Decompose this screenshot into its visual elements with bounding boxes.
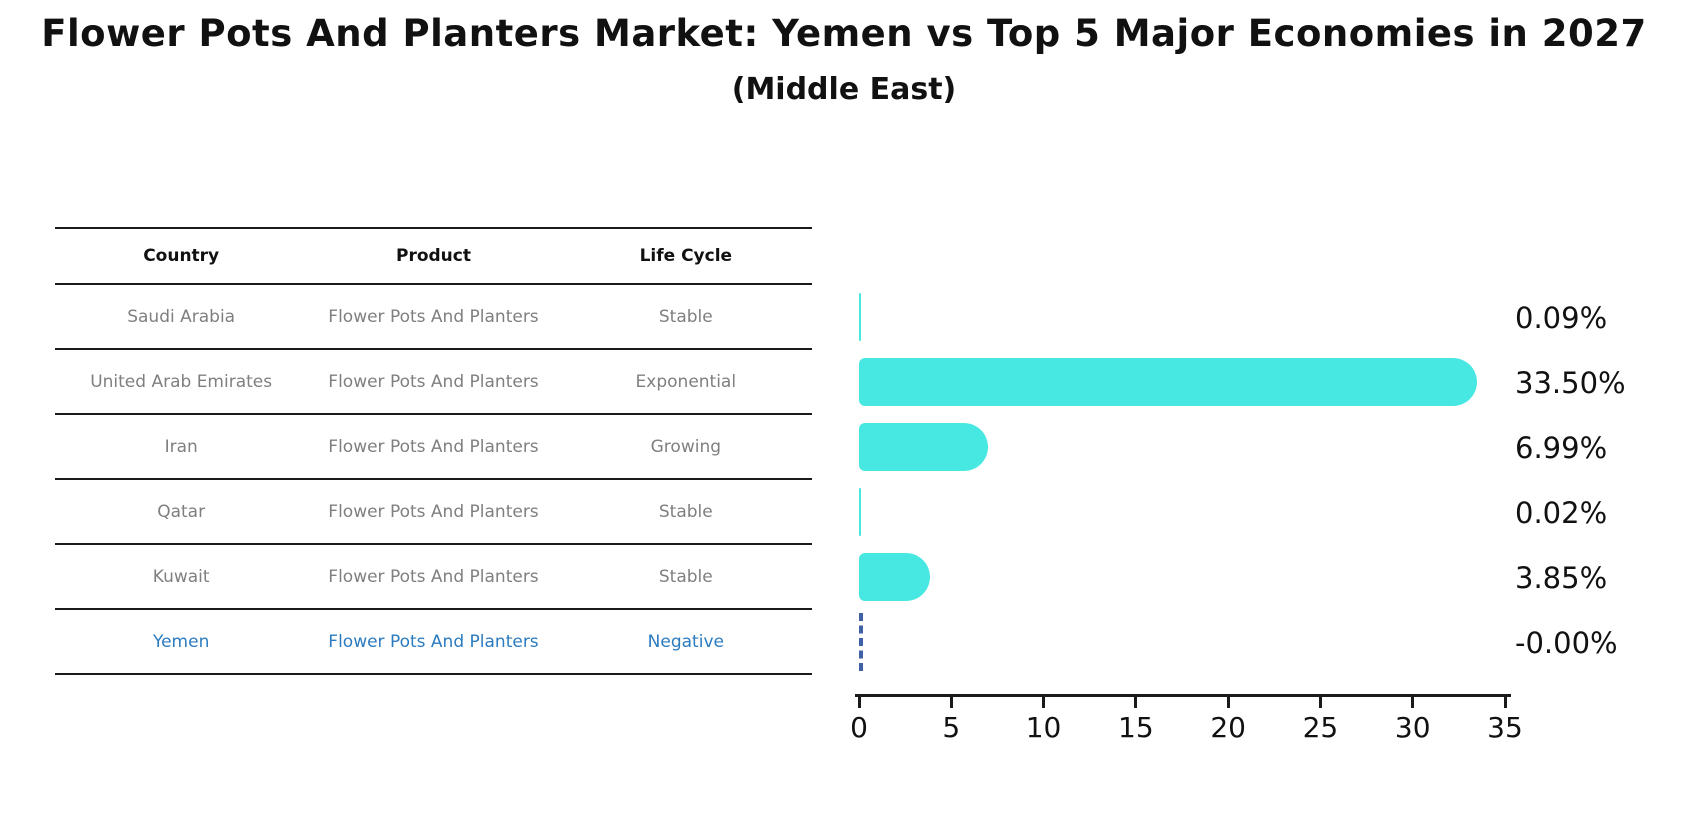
cell-product: Flower Pots And Planters [328, 566, 539, 587]
column-header-life-cycle: Life Cycle [639, 246, 733, 266]
tick-label: 15 [1118, 711, 1154, 744]
column-header-product: Product [395, 246, 471, 266]
value-label-united-arab-emirates: 33.50% [1515, 365, 1626, 400]
cell-product: Flower Pots And Planters [328, 631, 539, 652]
bar-chart: 0.09% 33.50% 6.99% 0.02% 3.85% -0.00% [859, 285, 1679, 675]
bar-row-united-arab-emirates: 33.50% [859, 350, 1679, 415]
tick-label: 5 [942, 711, 961, 744]
cell-product: Flower Pots And Planters [328, 371, 539, 392]
tick-label: 25 [1302, 711, 1339, 744]
cell-country: Yemen [152, 631, 210, 652]
tick-mark [949, 697, 953, 708]
bar-row-qatar: 0.02% [859, 480, 1679, 545]
page-subtitle: (Middle East) [731, 72, 957, 107]
table-row-united-arab-emirates: United Arab Emirates Flower Pots And Pla… [55, 350, 812, 415]
cell-life-cycle: Growing [650, 436, 722, 457]
x-axis-ticks: 0 5 10 15 20 25 30 35 [850, 697, 1523, 747]
cell-product: Flower Pots And Planters [328, 436, 539, 457]
country-table: Country Product Life Cycle Saudi Arabia … [55, 227, 812, 675]
tick-label: 20 [1210, 711, 1246, 744]
cell-life-cycle: Stable [658, 501, 713, 522]
cell-country: Kuwait [152, 566, 210, 587]
cell-country: Qatar [157, 501, 206, 522]
tick-label: 30 [1394, 711, 1431, 744]
table-row-kuwait: Kuwait Flower Pots And Planters Stable [55, 545, 812, 610]
tick-mark [1134, 697, 1138, 708]
bar-row-saudi-arabia: 0.09% [859, 285, 1679, 350]
tick-mark [1411, 697, 1415, 708]
value-label-saudi-arabia: 0.09% [1515, 300, 1608, 335]
tick-mark [1042, 697, 1046, 708]
column-header-country: Country [143, 246, 220, 266]
tick-mark [1503, 697, 1507, 708]
cell-country: Saudi Arabia [127, 306, 236, 327]
table-header-row: Country Product Life Cycle [55, 227, 812, 285]
cell-country: United Arab Emirates [90, 371, 273, 392]
tick-mark [1318, 697, 1322, 708]
cell-life-cycle: Negative [647, 631, 724, 652]
bar-row-yemen: -0.00% [859, 610, 1679, 675]
cell-life-cycle: Stable [658, 306, 713, 327]
yemen-dashed-marker [859, 613, 863, 671]
table-row-saudi-arabia: Saudi Arabia Flower Pots And Planters St… [55, 285, 812, 350]
x-axis-line [855, 694, 1511, 697]
bar-iran [859, 423, 988, 471]
tick-label: 35 [1487, 711, 1523, 744]
cell-life-cycle: Exponential [635, 371, 737, 392]
value-label-qatar: 0.02% [1515, 495, 1608, 530]
bar-kuwait [859, 553, 931, 601]
table-row-yemen: Yemen Flower Pots And Planters Negative [55, 610, 812, 675]
page-title: Flower Pots And Planters Market: Yemen v… [41, 12, 1647, 55]
cell-country: Iran [164, 436, 198, 457]
table-row-qatar: Qatar Flower Pots And Planters Stable [55, 480, 812, 545]
value-label-iran: 6.99% [1515, 430, 1608, 465]
tick-mark [1226, 697, 1230, 708]
tick-label: 10 [1025, 711, 1062, 744]
bar-row-kuwait: 3.85% [859, 545, 1679, 610]
value-label-yemen: -0.00% [1515, 625, 1618, 660]
bar-united-arab-emirates [859, 358, 1478, 406]
cell-product: Flower Pots And Planters [328, 501, 539, 522]
cell-product: Flower Pots And Planters [328, 306, 539, 327]
tick-mark [857, 697, 861, 708]
table-row-iran: Iran Flower Pots And Planters Growing [55, 415, 812, 480]
cell-life-cycle: Stable [658, 566, 713, 587]
bar-row-iran: 6.99% [859, 415, 1679, 480]
bar-saudi-arabia [859, 293, 861, 341]
value-label-kuwait: 3.85% [1515, 560, 1608, 595]
tick-label: 0 [850, 711, 868, 744]
bar-qatar [859, 488, 861, 536]
